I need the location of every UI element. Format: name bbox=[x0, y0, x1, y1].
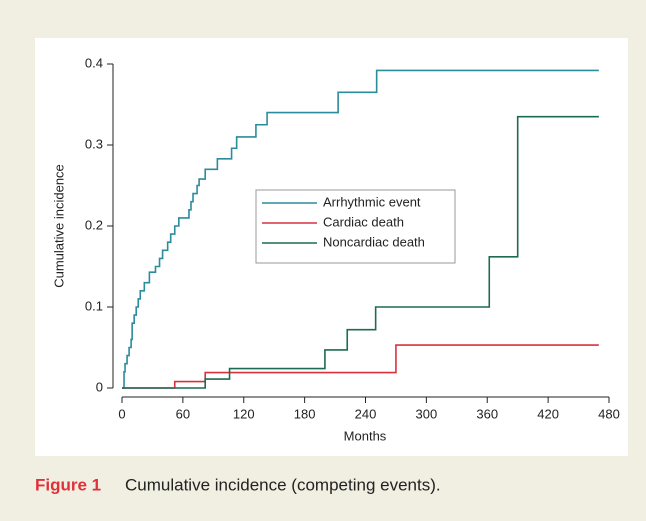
legend-label: Arrhythmic event bbox=[323, 194, 421, 209]
y-axis-label: Cumulative incidence bbox=[51, 164, 66, 288]
x-tick-label: 300 bbox=[416, 406, 438, 421]
x-tick-label: 120 bbox=[233, 406, 255, 421]
series-line bbox=[122, 69, 599, 389]
x-tick-label: 60 bbox=[176, 406, 190, 421]
caption-text: Cumulative incidence (competing events). bbox=[125, 475, 441, 494]
y-tick-label: 0.4 bbox=[85, 55, 103, 70]
legend-label: Cardiac death bbox=[323, 214, 404, 229]
y-tick-label: 0.3 bbox=[85, 136, 103, 151]
x-tick-label: 420 bbox=[537, 406, 559, 421]
y-tick-label: 0.2 bbox=[85, 217, 103, 232]
series-line bbox=[122, 344, 599, 389]
x-tick-label: 240 bbox=[355, 406, 377, 421]
x-axis-label: Months bbox=[344, 428, 387, 443]
y-tick-label: 0.1 bbox=[85, 298, 103, 313]
x-tick-label: 0 bbox=[118, 406, 125, 421]
legend-label: Noncardiac death bbox=[323, 234, 425, 249]
x-tick-label: 360 bbox=[476, 406, 498, 421]
series-line bbox=[122, 115, 599, 389]
y-tick-label: 0 bbox=[96, 379, 103, 394]
legend-box bbox=[255, 189, 456, 264]
x-tick-label: 480 bbox=[598, 406, 620, 421]
x-tick-label: 180 bbox=[294, 406, 316, 421]
caption-label: Figure 1 bbox=[35, 475, 101, 494]
